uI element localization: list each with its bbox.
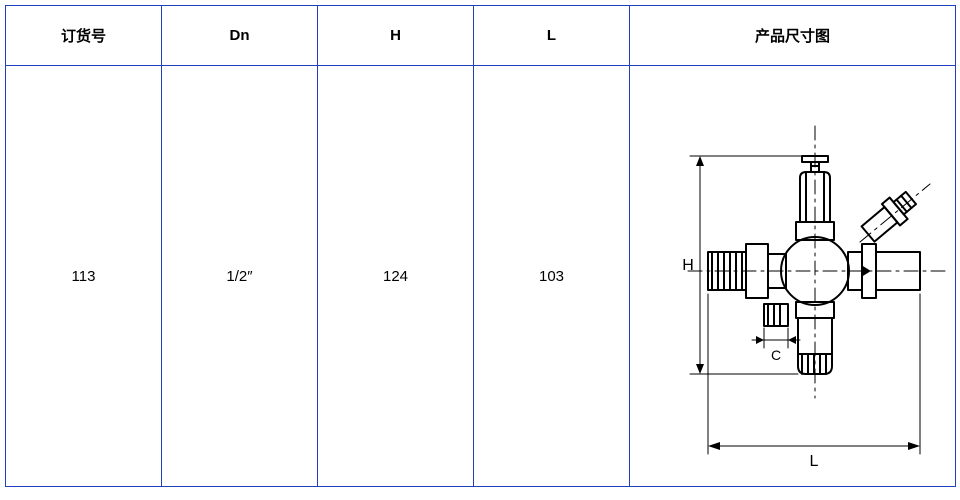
dim-label-l: L: [810, 453, 819, 470]
dim-label-c: C: [771, 347, 781, 363]
cell-diagram: H C L: [630, 66, 956, 487]
dim-label-h: H: [682, 257, 694, 274]
cell-order-no: 113: [6, 66, 162, 487]
header-dn: Dn: [162, 6, 318, 66]
cell-l: 103: [474, 66, 630, 487]
header-h: H: [318, 6, 474, 66]
table-row: 113 1/2″ 124 103: [6, 66, 956, 487]
cell-dn: 1/2″: [162, 66, 318, 487]
header-diagram: 产品尺寸图: [630, 6, 956, 66]
header-l: L: [474, 6, 630, 66]
product-dimension-diagram: H C L: [630, 66, 956, 486]
cell-h: 124: [318, 66, 474, 487]
header-order-no: 订货号: [6, 6, 162, 66]
spec-table: 订货号 Dn H L 产品尺寸图 113 1/2″ 124 103: [5, 5, 956, 487]
header-row: 订货号 Dn H L 产品尺寸图: [6, 6, 956, 66]
